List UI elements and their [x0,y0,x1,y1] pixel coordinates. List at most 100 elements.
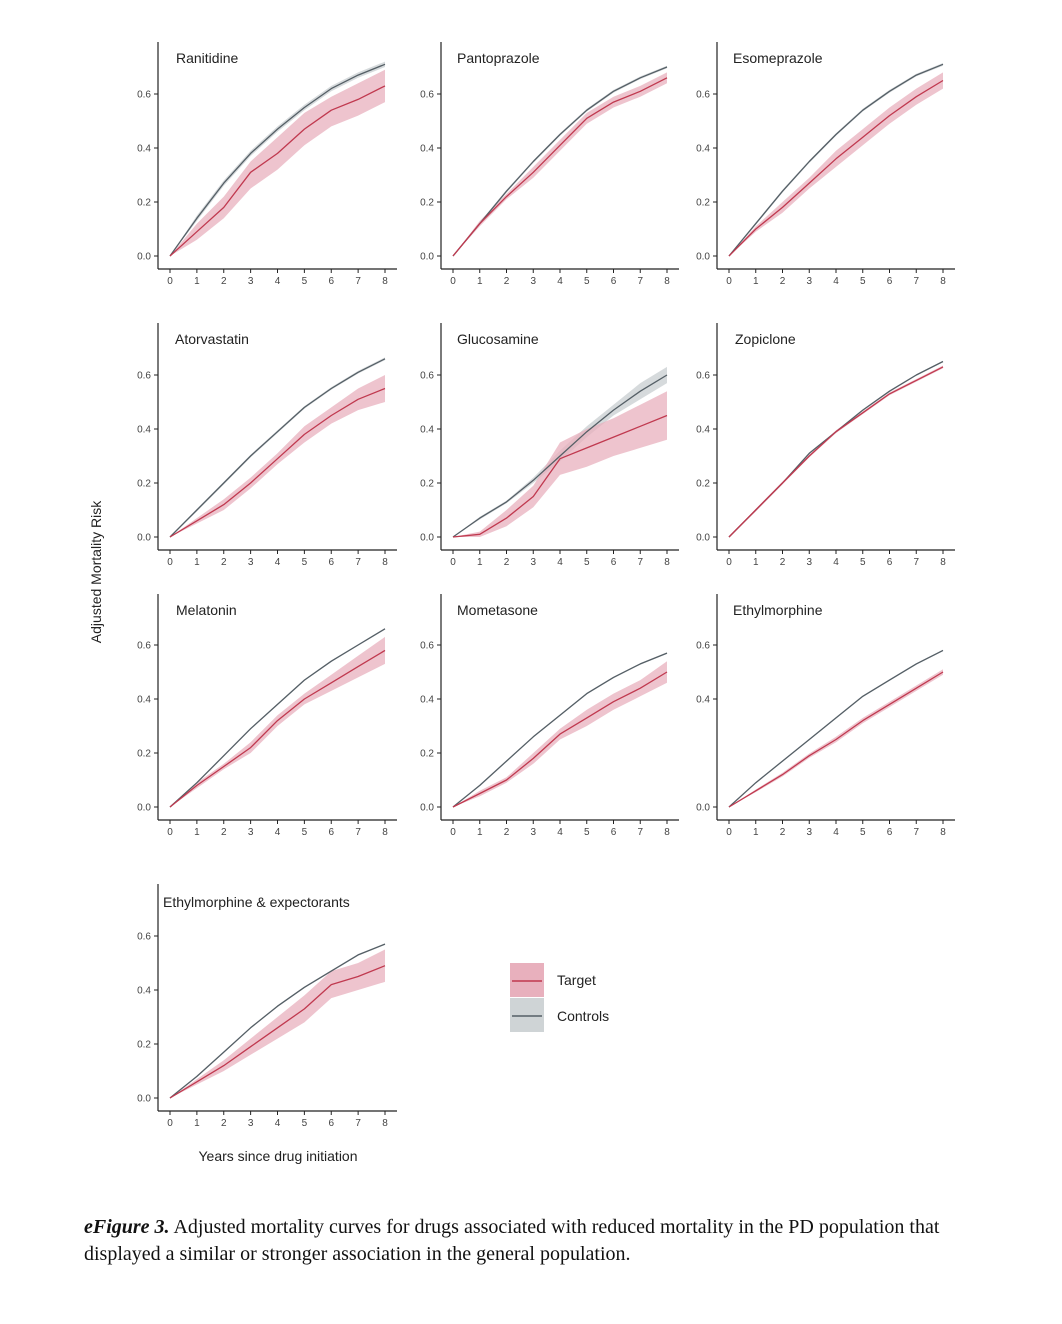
y-tick-label: 0.2 [137,198,151,209]
y-tick-label: 0.6 [137,371,151,382]
x-tick-label: 1 [194,276,200,287]
ci-band-target [170,69,385,256]
x-tick-label: 3 [248,1118,254,1129]
y-tick-label: 0.0 [137,1094,151,1105]
x-tick-label: 7 [637,557,643,568]
y-tick-label: 0.6 [137,641,151,652]
ci-band-target [729,365,943,537]
y-tick-label: 0.4 [137,986,151,997]
x-tick-label: 2 [221,557,227,568]
x-tick-label: 4 [275,276,281,287]
x-tick-label: 0 [167,827,173,838]
x-tick-label: 7 [355,1118,361,1129]
y-tick-label: 0.0 [137,803,151,814]
x-tick-label: 7 [637,276,643,287]
x-tick-label: 8 [382,1118,388,1129]
series-line-controls [728,649,944,808]
y-tick-label: 0.2 [420,198,434,209]
x-tick-label: 5 [302,827,308,838]
x-tick-label: 1 [477,276,483,287]
figure-caption: eFigure 3. Adjusted mortality curves for… [84,1214,1004,1268]
panel-title-atorvastatin: Atorvastatin [175,331,249,347]
x-tick-label: 1 [753,827,759,838]
x-tick-label: 7 [355,276,361,287]
panel-title-melatonin: Melatonin [176,602,237,618]
x-tick-label: 5 [860,827,866,838]
caption-text: Adjusted mortality curves for drugs asso… [84,1216,940,1265]
x-tick-label: 2 [504,276,510,287]
x-tick-label: 7 [637,827,643,838]
y-tick-label: 0.4 [420,425,434,436]
y-tick-label: 0.6 [696,90,710,101]
legend: Target Controls [510,963,609,1032]
y-tick-label: 0.4 [137,144,151,155]
panel-ranitidine: Ranitidine 0.0 0.2 0.4 0.6 0 1 2 3 4 5 6 7 8 [137,42,397,287]
x-tick-label: 4 [275,827,281,838]
x-tick-label: 7 [913,276,919,287]
x-tick-label: 8 [940,827,946,838]
y-tick-label: 0.2 [137,1040,151,1051]
x-tick-label: 1 [194,1118,200,1129]
x-tick-label: 7 [913,557,919,568]
y-tick-label: 0.6 [137,90,151,101]
x-tick-label: 8 [664,276,670,287]
x-tick-label: 1 [753,557,759,568]
x-tick-label: 4 [833,557,839,568]
x-tick-label: 3 [248,557,254,568]
x-tick-label: 3 [530,276,536,287]
y-tick-label: 0.2 [137,749,151,760]
x-tick-label: 8 [940,276,946,287]
x-tick-label: 2 [221,276,227,287]
x-tick-label: 4 [557,827,563,838]
panel-glucosamine: Glucosamine 0.0 0.2 0.4 0.6 0 1 2 3 4 5 6 7 8 [420,323,679,568]
legend-controls-label: Controls [557,1008,609,1024]
x-tick-label: 7 [355,557,361,568]
panel-title-glucosamine: Glucosamine [457,331,539,347]
y-tick-label: 0.6 [420,641,434,652]
x-tick-label: 1 [477,827,483,838]
x-tick-label: 6 [328,557,334,568]
y-tick-label: 0.6 [696,641,710,652]
ci-band-controls [170,357,385,537]
y-tick-label: 0.4 [420,144,434,155]
x-tick-label: 8 [382,827,388,838]
ci-band-target [729,669,943,807]
x-tick-label: 2 [504,827,510,838]
y-tick-label: 0.0 [420,252,434,263]
y-tick-label: 0.2 [696,198,710,209]
y-tick-label: 0.6 [420,90,434,101]
panel-ethylmorphine-and-expectorants: Ethylmorphine & expectorants 0.0 0.2 0.4 0.6… [137,884,397,1129]
x-tick-label: 6 [887,276,893,287]
x-tick-label: 3 [248,827,254,838]
y-tick-label: 0.6 [137,932,151,943]
x-tick-label: 7 [355,827,361,838]
ci-band-target [170,636,385,807]
x-tick-label: 1 [194,827,200,838]
y-tick-label: 0.0 [420,533,434,544]
x-tick-label: 0 [726,276,732,287]
ci-band-controls [729,360,943,537]
x-tick-label: 2 [221,1118,227,1129]
x-tick-label: 2 [504,557,510,568]
y-tick-label: 0.2 [137,479,151,490]
x-tick-label: 2 [780,827,786,838]
series-line-target [452,77,668,257]
x-tick-label: 3 [806,276,812,287]
panel-title-ethylmorphine: Ethylmorphine [733,602,823,618]
ci-band-target [729,72,943,257]
panel-title-pantoprazole: Pantoprazole [457,50,540,66]
y-tick-label: 0.0 [137,533,151,544]
y-tick-label: 0.0 [696,252,710,263]
y-axis-label: Adjusted Mortality Risk [88,500,104,643]
x-tick-label: 0 [450,557,456,568]
ci-band-target [453,72,667,257]
panel-pantoprazole: Pantoprazole 0.0 0.2 0.4 0.6 0 1 2 3 4 5 6 7 8 [420,42,679,287]
series-line-controls [169,358,386,538]
x-tick-label: 7 [913,827,919,838]
panel-melatonin: Melatonin 0.0 0.2 0.4 0.6 0 1 2 3 4 5 6 7 8 [137,594,397,838]
x-tick-label: 0 [450,827,456,838]
panel-title-mometasone: Mometasone [457,602,538,618]
x-tick-label: 5 [302,1118,308,1129]
panel-ethylmorphine: Ethylmorphine 0.0 0.4 0.6 0 1 2 3 4 5 6 7 8 [696,594,955,838]
x-tick-label: 8 [664,827,670,838]
